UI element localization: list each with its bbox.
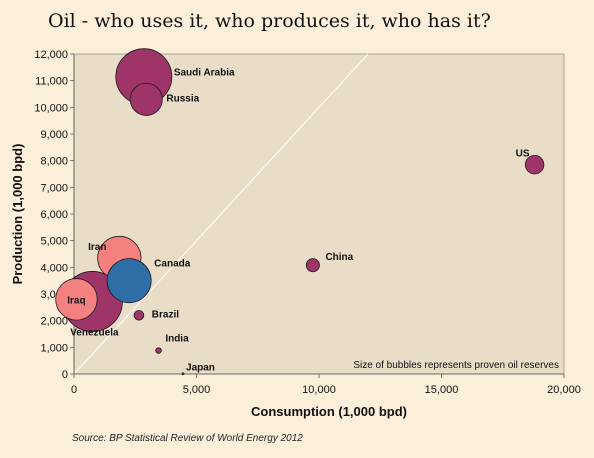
x-tick-label: 20,000 — [547, 384, 581, 396]
x-tick-label: 10,000 — [302, 384, 336, 396]
x-tick-label: 0 — [71, 384, 77, 396]
label-china: China — [325, 252, 353, 263]
x-axis-label: Consumption (1,000 bpd) — [251, 404, 407, 419]
chart-title: Oil - who uses it, who produces it, who … — [48, 10, 491, 32]
source-note: Source: BP Statistical Review of World E… — [72, 433, 303, 444]
bubble-japan — [181, 372, 185, 376]
label-canada: Canada — [154, 259, 191, 270]
y-tick-label: 2,000 — [40, 316, 68, 328]
label-venezuela: Venezuela — [70, 327, 119, 338]
bubble-china — [305, 258, 320, 273]
y-axis: 01,0002,0003,0004,0005,0006,0007,0008,00… — [34, 49, 75, 381]
x-tick-label: 15,000 — [425, 384, 459, 396]
bubble-us — [524, 154, 545, 175]
label-india: India — [165, 334, 189, 345]
y-tick-label: 6,000 — [40, 209, 68, 221]
y-tick-label: 0 — [62, 369, 68, 381]
label-brazil: Brazil — [152, 309, 179, 320]
label-iraq: Iraq — [67, 295, 85, 306]
y-tick-label: 8,000 — [40, 156, 68, 168]
y-tick-label: 11,000 — [35, 76, 68, 88]
bubbles: Saudi Arabia Russia US China Iran Venezuela Ca… — [55, 48, 545, 376]
y-tick-label: 7,000 — [40, 182, 68, 194]
reference-line — [73, 53, 369, 375]
y-axis-label: Production (1,000 bpd) — [10, 144, 25, 285]
y-tick-label: 9,000 — [40, 129, 68, 141]
label-iran: Iran — [88, 242, 106, 253]
reserves-note: Size of bubbles represents proven oil re… — [353, 360, 559, 371]
x-tick-label: 5,000 — [183, 384, 211, 396]
label-russia: Russia — [166, 93, 199, 104]
bubble-canada — [106, 258, 152, 304]
y-tick-label: 4,000 — [40, 262, 68, 274]
label-us: US — [516, 149, 530, 160]
y-tick-label: 10,000 — [34, 102, 68, 114]
label-japan: Japan — [186, 363, 215, 374]
x-axis: 0 5,000 10,000 15,000 20,000 — [71, 373, 581, 396]
y-tick-label: 1,000 — [40, 342, 68, 354]
bubble-russia — [129, 82, 163, 116]
bubble-india — [155, 347, 162, 354]
y-tick-label: 12,000 — [34, 49, 68, 61]
bubble-iraq — [55, 278, 98, 321]
bubble-brazil — [133, 310, 145, 321]
y-tick-label: 5,000 — [40, 236, 68, 248]
label-saudi-arabia: Saudi Arabia — [174, 68, 235, 79]
